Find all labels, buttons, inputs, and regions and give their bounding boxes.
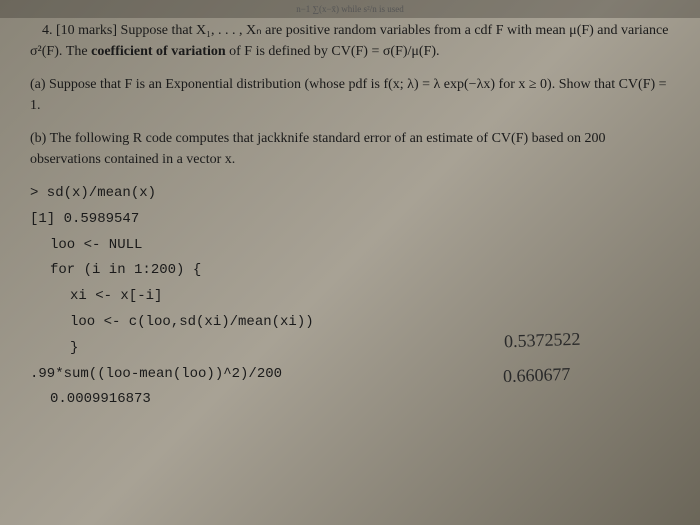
code-output-1: [1] 0.5989547 <box>30 208 670 232</box>
handwritten-note-1: 0.5372522 <box>503 329 580 353</box>
coefficient-variation-term: coefficient of variation <box>91 44 226 59</box>
code-line-4: for (i in 1:200) { <box>30 259 670 283</box>
question-number: 4. <box>42 23 53 38</box>
handwritten-note-2: 0.660677 <box>502 364 570 387</box>
part-b: (b) The following R code computes that j… <box>30 128 670 170</box>
page-top-fragment: n−1 ∑(x−x̄) while s²/n is used <box>0 0 700 18</box>
r-code-block: > sd(x)/mean(x) [1] 0.5989547 loo <- NUL… <box>30 182 670 412</box>
question-marks: [10 marks] <box>56 23 117 38</box>
part-a: (a) Suppose that F is an Exponential dis… <box>30 74 670 116</box>
code-line-1: > sd(x)/mean(x) <box>30 182 670 206</box>
intro-text-2: of F is defined by CV(F) = σ(F)/μ(F). <box>229 44 439 59</box>
question-intro: 4. [10 marks] Suppose that X₁, . . . , X… <box>30 20 670 62</box>
document-page: 4. [10 marks] Suppose that X₁, . . . , X… <box>0 0 700 434</box>
code-line-8: .99*sum((loo-mean(loo))^2)/200 <box>30 363 670 387</box>
code-line-5: xi <- x[-i] <box>30 285 670 309</box>
code-line-3: loo <- NULL <box>30 234 670 258</box>
code-output-2: 0.0009916873 <box>30 388 670 412</box>
